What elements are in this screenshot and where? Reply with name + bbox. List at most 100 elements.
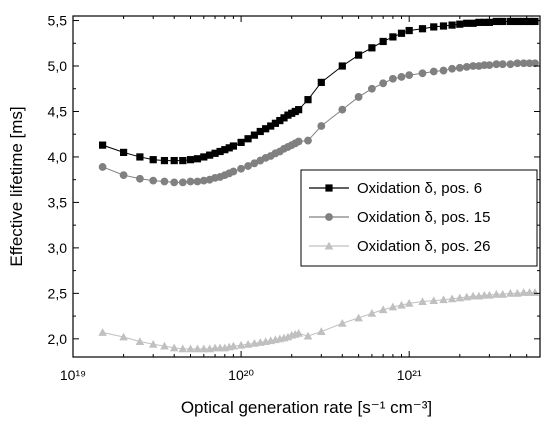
data-point <box>317 122 326 130</box>
data-point <box>354 313 363 322</box>
data-point <box>531 17 539 26</box>
y-axis-title: Effective lifetime [ms] <box>7 106 26 266</box>
data-point <box>229 142 238 150</box>
data-point <box>519 59 528 68</box>
legend: Oxidation δ, pos. 6 Oxidation δ, pos. 15 O… <box>300 169 538 267</box>
legend-item: Oxidation δ, pos. 15 <box>309 209 490 226</box>
data-point <box>405 26 413 35</box>
data-point <box>531 59 539 68</box>
data-point <box>199 176 208 185</box>
y-tick-label: 3,0 <box>48 240 68 256</box>
y-tick-label: 3,5 <box>48 194 68 210</box>
data-point <box>525 288 534 296</box>
data-point <box>229 167 238 176</box>
data-point <box>149 156 157 164</box>
data-point <box>485 61 494 70</box>
data-point <box>397 29 406 37</box>
data-point <box>284 111 292 119</box>
data-point <box>294 329 303 337</box>
legend-items: Oxidation δ, pos. 6 Oxidation δ, pos. 15 O… <box>309 180 490 255</box>
data-point <box>338 62 346 70</box>
series-line <box>102 20 535 162</box>
data-point <box>148 339 158 348</box>
x-tick-label: 10²⁰ <box>228 367 254 383</box>
data-point <box>304 136 312 145</box>
data-point <box>525 59 534 68</box>
data-point <box>193 344 202 353</box>
data-point <box>295 106 303 114</box>
data-point <box>98 328 107 336</box>
legend-label: Oxidation δ, pos. 26 <box>357 238 490 255</box>
data-point <box>506 17 514 26</box>
data-point <box>193 177 202 186</box>
data-point <box>338 105 347 114</box>
series-triangle <box>98 288 540 353</box>
x-axis-title: Optical generation rate [s⁻¹ cm⁻³] <box>181 398 432 417</box>
series-square <box>99 17 539 165</box>
data-point <box>439 22 448 30</box>
data-point <box>229 341 238 350</box>
legend-item: Oxidation δ, pos. 6 <box>309 180 482 197</box>
data-point <box>216 147 224 156</box>
data-point <box>388 302 398 311</box>
data-point <box>455 293 465 302</box>
y-tick-label: 5,0 <box>48 58 68 74</box>
data-point <box>429 296 439 305</box>
data-point <box>179 156 187 165</box>
data-point <box>429 67 438 76</box>
data-point <box>462 63 471 71</box>
data-point <box>237 138 245 146</box>
data-point <box>468 291 478 300</box>
data-point <box>520 17 528 26</box>
plot-marks <box>98 17 540 353</box>
data-point <box>492 17 500 26</box>
data-point <box>506 60 515 69</box>
data-point <box>160 156 169 165</box>
data-point <box>135 174 144 183</box>
legend-label: Oxidation δ, pos. 6 <box>357 180 482 197</box>
data-point <box>498 60 507 69</box>
y-tick-label: 5,5 <box>48 13 68 29</box>
data-point <box>463 19 471 27</box>
data-point <box>267 122 275 130</box>
data-point <box>244 135 252 143</box>
data-point <box>170 178 179 187</box>
axis-ticks: 2,0 2,5 3,0 3,5 4,0 4,5 5,0 5,5 10¹⁹ 10²⁰ 10²¹ <box>48 13 541 383</box>
y-tick-label: 2,5 <box>48 285 68 301</box>
data-point <box>149 176 158 185</box>
data-point <box>200 153 208 161</box>
data-point <box>211 149 219 157</box>
data-point <box>513 289 522 297</box>
data-point <box>178 178 187 187</box>
data-point <box>498 289 508 298</box>
data-point <box>169 343 179 352</box>
data-point <box>368 84 376 93</box>
x-tick-label: 10¹⁹ <box>60 367 86 383</box>
data-point <box>120 148 128 156</box>
data-point <box>404 299 414 307</box>
data-point <box>455 63 464 72</box>
data-point <box>480 18 488 26</box>
data-point <box>439 295 448 304</box>
data-point <box>98 163 107 171</box>
legend-marker <box>325 184 333 192</box>
data-point <box>225 144 233 152</box>
data-point <box>136 153 144 161</box>
data-point <box>304 96 312 104</box>
data-point <box>405 71 414 80</box>
data-point <box>519 288 529 296</box>
data-point <box>469 19 477 27</box>
legend-marker <box>325 213 333 221</box>
data-point <box>135 337 145 345</box>
data-point <box>199 344 209 353</box>
legend-box <box>300 169 538 267</box>
data-point <box>262 125 270 133</box>
data-point <box>389 74 397 83</box>
data-point <box>186 177 195 186</box>
data-point <box>294 137 303 146</box>
data-point <box>525 17 534 26</box>
data-point <box>160 177 169 186</box>
data-point <box>448 21 456 29</box>
data-point <box>317 78 325 86</box>
